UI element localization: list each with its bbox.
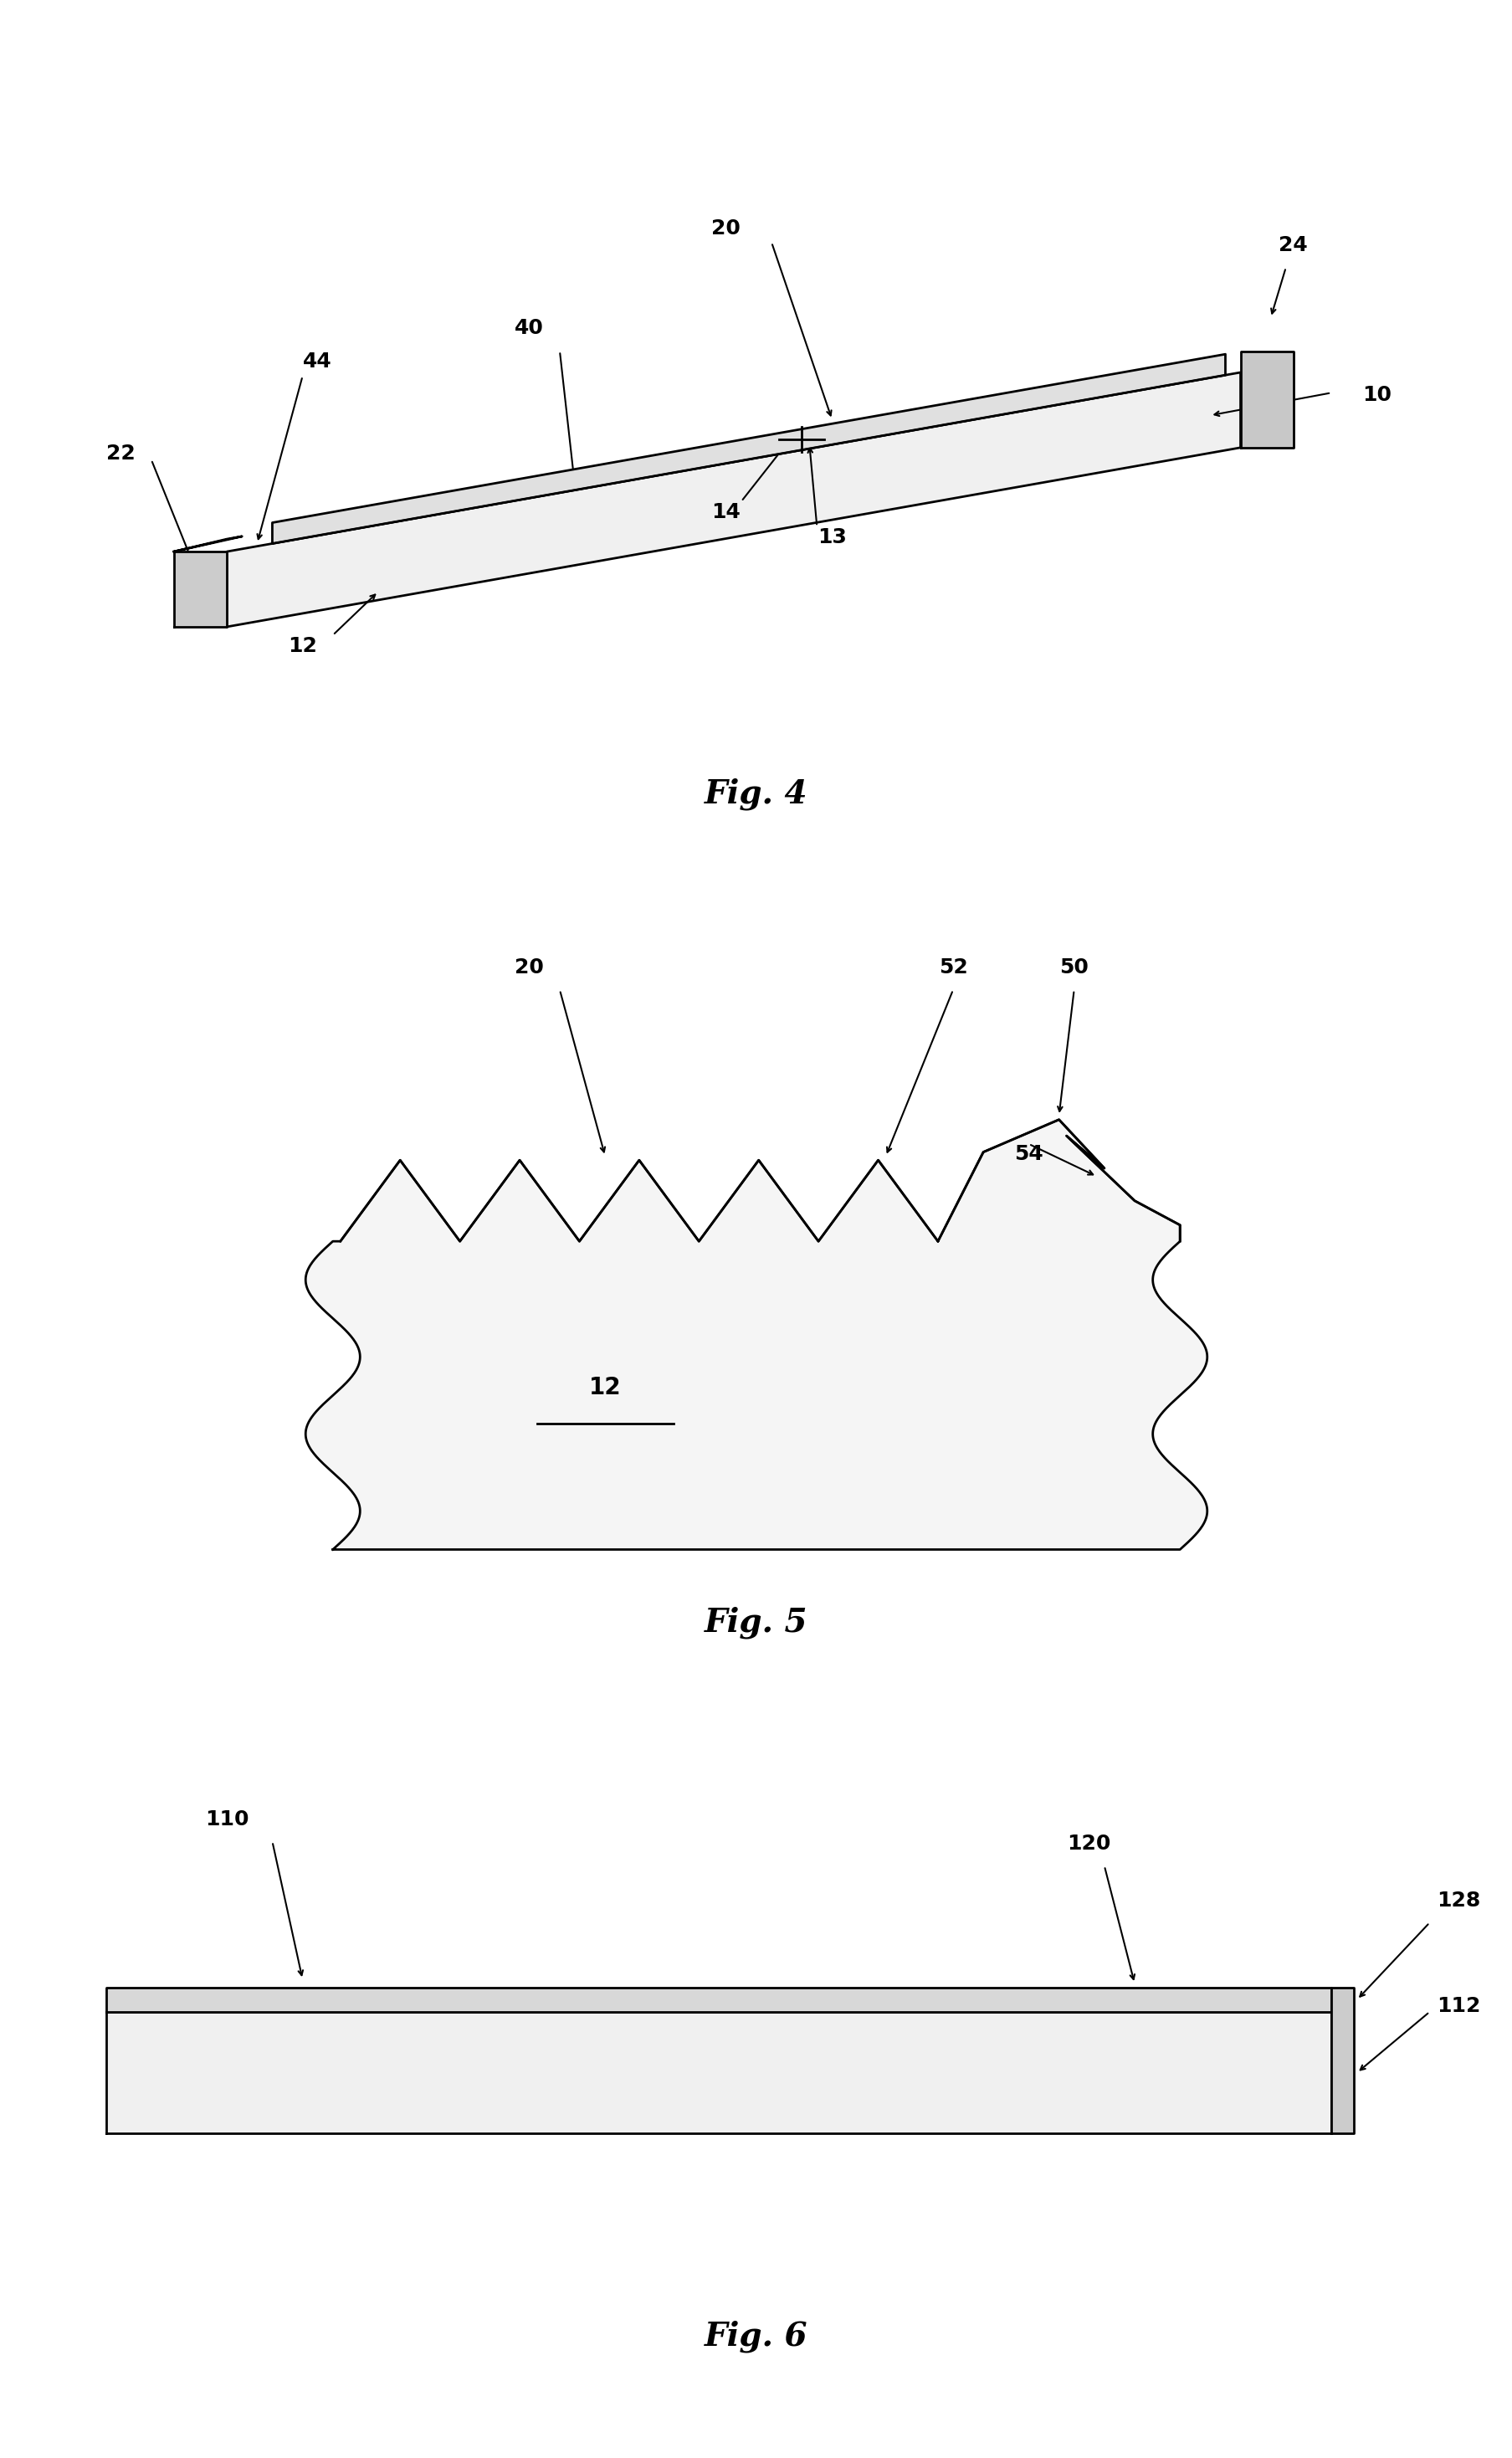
Text: 128: 128 bbox=[1436, 1890, 1480, 1910]
Text: 13: 13 bbox=[816, 528, 847, 548]
Polygon shape bbox=[106, 2011, 1331, 2134]
Text: 20: 20 bbox=[514, 959, 544, 978]
Polygon shape bbox=[1331, 1989, 1353, 2134]
Text: 112: 112 bbox=[1436, 1996, 1480, 2016]
Text: 44: 44 bbox=[302, 351, 333, 371]
Polygon shape bbox=[1240, 351, 1293, 447]
Text: 14: 14 bbox=[711, 501, 741, 524]
Polygon shape bbox=[174, 536, 242, 551]
Text: Fig. 4: Fig. 4 bbox=[705, 777, 807, 811]
Text: 20: 20 bbox=[711, 219, 741, 238]
Text: 10: 10 bbox=[1361, 386, 1391, 406]
Text: 22: 22 bbox=[106, 445, 136, 465]
Text: 12: 12 bbox=[287, 637, 318, 656]
Polygon shape bbox=[106, 1989, 1331, 2011]
Text: 24: 24 bbox=[1278, 236, 1308, 256]
Text: 120: 120 bbox=[1067, 1834, 1110, 1853]
Text: 52: 52 bbox=[937, 959, 968, 978]
Text: 12: 12 bbox=[588, 1376, 621, 1399]
Text: Fig. 6: Fig. 6 bbox=[705, 2320, 807, 2352]
Text: 40: 40 bbox=[514, 320, 544, 339]
Text: 110: 110 bbox=[204, 1809, 249, 1829]
Polygon shape bbox=[272, 354, 1225, 543]
Polygon shape bbox=[305, 1121, 1207, 1549]
Text: 54: 54 bbox=[1013, 1145, 1043, 1165]
Text: Fig. 5: Fig. 5 bbox=[705, 1608, 807, 1639]
Text: 50: 50 bbox=[1058, 959, 1089, 978]
Polygon shape bbox=[174, 551, 227, 627]
Polygon shape bbox=[227, 374, 1240, 627]
